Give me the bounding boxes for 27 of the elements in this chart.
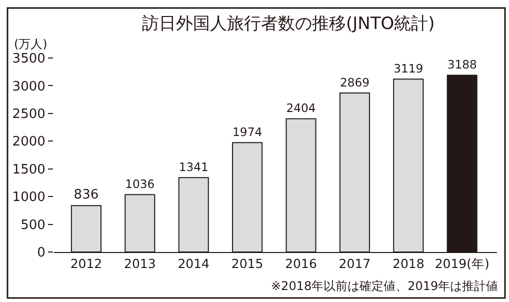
y-axis-title: (万人) <box>14 37 48 51</box>
x-tick-label: 2018 <box>392 256 424 271</box>
x-tick-label: 2012 <box>70 256 102 271</box>
text: ※2018年以前は確定値、2019年は推計値 <box>271 279 498 293</box>
data-label: 836 <box>74 188 99 203</box>
x-tick-label: 2019(年) <box>434 256 490 271</box>
y-tick-label: 1500 <box>12 162 46 178</box>
x-tick-label: 2015 <box>231 256 264 271</box>
x-tick-label: 2014 <box>178 256 210 271</box>
data-label: 3188 <box>447 58 477 72</box>
y-tick-label: 500 <box>20 218 46 233</box>
data-label: 2404 <box>286 101 316 116</box>
data-label: 2869 <box>340 75 370 90</box>
data-label: 3119 <box>394 62 424 76</box>
y-tick-label: 0 <box>37 246 46 261</box>
x-tick-label: 2017 <box>338 256 371 271</box>
y-tick-label: 3000 <box>12 79 46 94</box>
chart-title: 訪日外国人旅行者数の推移(JNTO統計) <box>142 14 435 34</box>
data-label: 1341 <box>178 160 208 174</box>
y-tick-label: 1000 <box>12 190 46 206</box>
x-tick-label: 2016 <box>285 256 317 271</box>
x-tick-label: 2013 <box>124 256 156 271</box>
data-label: 1974 <box>232 125 262 140</box>
y-tick-label: 2000 <box>12 134 46 150</box>
y-tick-label: 2500 <box>12 106 46 122</box>
data-label: 1036 <box>125 177 155 192</box>
y-tick-label: 3500 <box>12 52 46 67</box>
